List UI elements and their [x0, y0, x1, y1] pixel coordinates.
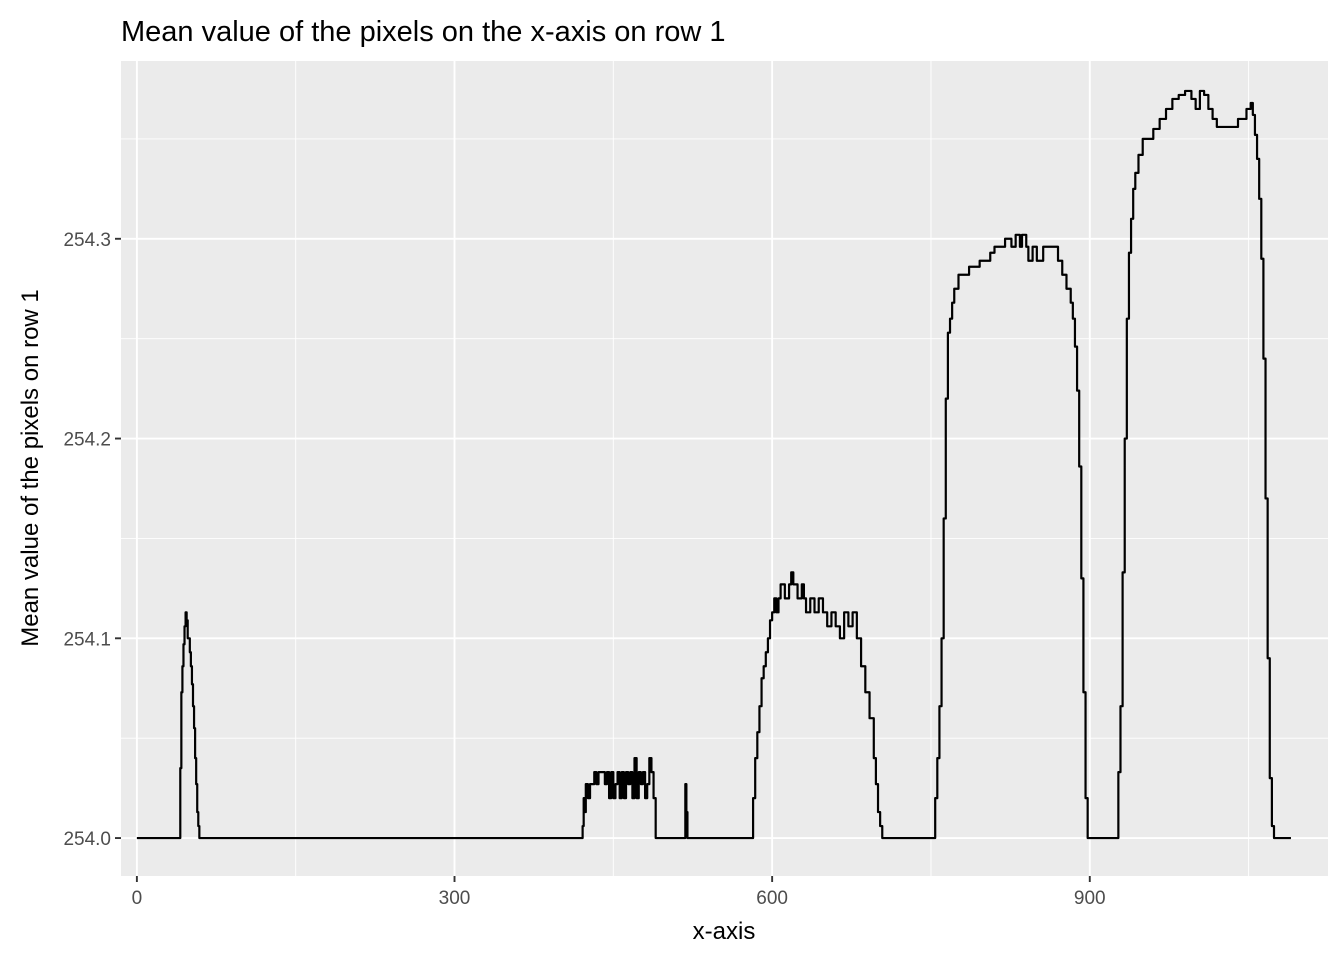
y-tick-label: 254.0 [63, 829, 111, 850]
y-tick-label: 254.2 [63, 430, 111, 451]
y-axis-ticks: 254.0 254.1 254.2 254.3 [63, 230, 121, 850]
series-line [136, 89, 1291, 840]
plot-panel [121, 61, 1328, 876]
x-axis-title: x-axis [693, 918, 756, 945]
x-tick-label: 300 [439, 888, 471, 909]
y-tick-label: 254.3 [63, 230, 111, 251]
chart-title: Mean value of the pixels on the x-axis o… [121, 16, 726, 48]
x-tick-label: 0 [132, 888, 143, 909]
x-axis-ticks: 0 300 600 900 [132, 876, 1106, 909]
minor-gridlines [121, 61, 1328, 876]
y-tick-label: 254.1 [63, 629, 111, 650]
y-axis-title: Mean value of the pixels on row 1 [17, 289, 44, 647]
x-tick-label: 900 [1074, 888, 1106, 909]
x-tick-label: 600 [756, 888, 788, 909]
